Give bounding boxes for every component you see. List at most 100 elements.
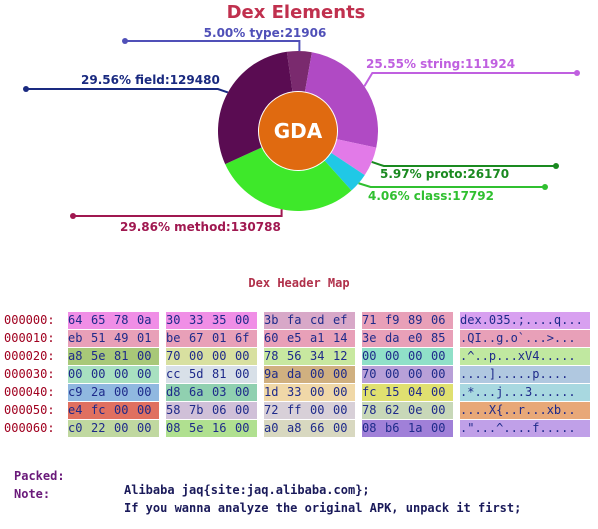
hex-ascii: ."...^....f..... (460, 420, 590, 437)
slice-label-class: 4.06% class:17792 (368, 189, 494, 203)
hex-byte: 15 (385, 384, 408, 401)
slice-label-method: 29.86% method:130788 (120, 220, 281, 234)
leader-dot-class (542, 184, 548, 190)
hex-byte: 00 (310, 402, 333, 419)
hex-byte: 78 (264, 348, 287, 365)
hex-byte: da (385, 330, 408, 347)
hex-byte: 00 (137, 366, 159, 383)
header-map-title: Dex Header Map (248, 276, 350, 290)
hex-byte: a8 (68, 348, 91, 365)
hex-byte: 00 (431, 402, 453, 419)
hex-byte: fc (362, 384, 385, 401)
hex-byte: 00 (333, 420, 355, 437)
leader-line-proto (371, 160, 556, 167)
hex-byte: cc (166, 366, 189, 383)
hex-byte: f9 (385, 312, 408, 329)
hex-byte: 00 (333, 384, 355, 401)
hex-byte: 12 (333, 348, 355, 365)
leader-dot-type (122, 38, 128, 44)
hex-byte: eb (68, 330, 91, 347)
hex-byte: 58 (166, 402, 189, 419)
hex-ascii: ....].....p.... (460, 366, 590, 383)
hex-byte: a0 (264, 420, 287, 437)
leader-line-type (125, 40, 301, 52)
hex-byte: da (287, 366, 310, 383)
note-note: Note: If you wanna analyze the original … (14, 473, 521, 515)
hex-byte: 00 (114, 402, 137, 419)
hex-byte: 08 (166, 420, 189, 437)
slice-proto (331, 139, 377, 176)
hex-byte: 00 (91, 366, 114, 383)
hex-byte: 2a (91, 384, 114, 401)
hex-byte: 71 (362, 312, 385, 329)
hex-byte: 65 (91, 312, 114, 329)
hex-byte: 35 (212, 312, 235, 329)
hex-byte: 00 (235, 402, 257, 419)
hex-byte: 00 (310, 366, 333, 383)
hex-byte: 6a (189, 384, 212, 401)
hex-byte: 3b (264, 312, 287, 329)
hex-byte: 00 (408, 366, 431, 383)
hex-offset: 000030: (4, 367, 55, 381)
hex-byte: d8 (166, 384, 189, 401)
slice-type (286, 51, 312, 92)
hex-byte: 00 (408, 348, 431, 365)
hex-offset: 000040: (4, 385, 55, 399)
hex-byte: c0 (68, 420, 91, 437)
hex-byte: ef (333, 312, 355, 329)
hex-byte: 1d (264, 384, 287, 401)
hex-byte: 5e (91, 348, 114, 365)
slice-field (218, 51, 293, 165)
hex-byte: 04 (408, 384, 431, 401)
hex-ascii: .QI..g.o`...>... (460, 330, 590, 347)
chart-title: Dex Elements (226, 2, 366, 23)
hex-byte: 00 (385, 366, 408, 383)
hex-byte: 00 (235, 348, 257, 365)
hex-byte: 3e (362, 330, 385, 347)
hex-byte: 66 (310, 420, 333, 437)
slice-label-proto: 5.97% proto:26170 (380, 167, 509, 181)
note-label: Packed: (14, 469, 65, 483)
hex-byte: 67 (189, 330, 212, 347)
hex-byte: b6 (385, 420, 408, 437)
leader-line-string (363, 72, 577, 87)
hex-byte: ff (287, 402, 310, 419)
hex-byte: be (166, 330, 189, 347)
hex-byte: 00 (431, 420, 453, 437)
hex-byte: 64 (68, 312, 91, 329)
note-value: If you wanna analyze the original APK, u… (124, 501, 522, 515)
hex-byte: 00 (333, 402, 355, 419)
hex-byte: 00 (137, 402, 159, 419)
hex-offset: 000060: (4, 421, 55, 435)
hex-byte: 00 (114, 420, 137, 437)
hex-offset: 000010: (4, 331, 55, 345)
hex-byte: e5 (287, 330, 310, 347)
hex-byte: cd (310, 312, 333, 329)
slice-string (304, 52, 378, 148)
slice-label-field: 29.56% field:129480 (81, 73, 220, 87)
hex-byte: e4 (68, 402, 91, 419)
leader-line-field (26, 88, 229, 94)
hex-byte: 06 (212, 402, 235, 419)
center-label: GDA (274, 119, 323, 143)
hex-ascii: dex.035.;....q... (460, 312, 590, 329)
hex-byte: 33 (189, 312, 212, 329)
hex-byte: 30 (166, 312, 189, 329)
slice-label-type: 5.00% type:21906 (204, 26, 327, 40)
hex-byte: 9a (264, 366, 287, 383)
hex-byte: 85 (431, 330, 453, 347)
note-value: Alibaba jaq{site:jaq.alibaba.com}; (124, 483, 370, 497)
hex-byte: 6f (235, 330, 257, 347)
hex-byte: 00 (235, 420, 257, 437)
hex-byte: 00 (235, 312, 257, 329)
note-label: Note: (14, 487, 51, 501)
hex-byte: 00 (212, 348, 235, 365)
hex-byte: e0 (408, 330, 431, 347)
hex-byte: fa (287, 312, 310, 329)
hex-offset: 000050: (4, 403, 55, 417)
hex-byte: 08 (362, 420, 385, 437)
hex-byte: 01 (137, 330, 159, 347)
hex-byte: 78 (362, 402, 385, 419)
hex-byte: 22 (91, 420, 114, 437)
hex-byte: 72 (264, 402, 287, 419)
